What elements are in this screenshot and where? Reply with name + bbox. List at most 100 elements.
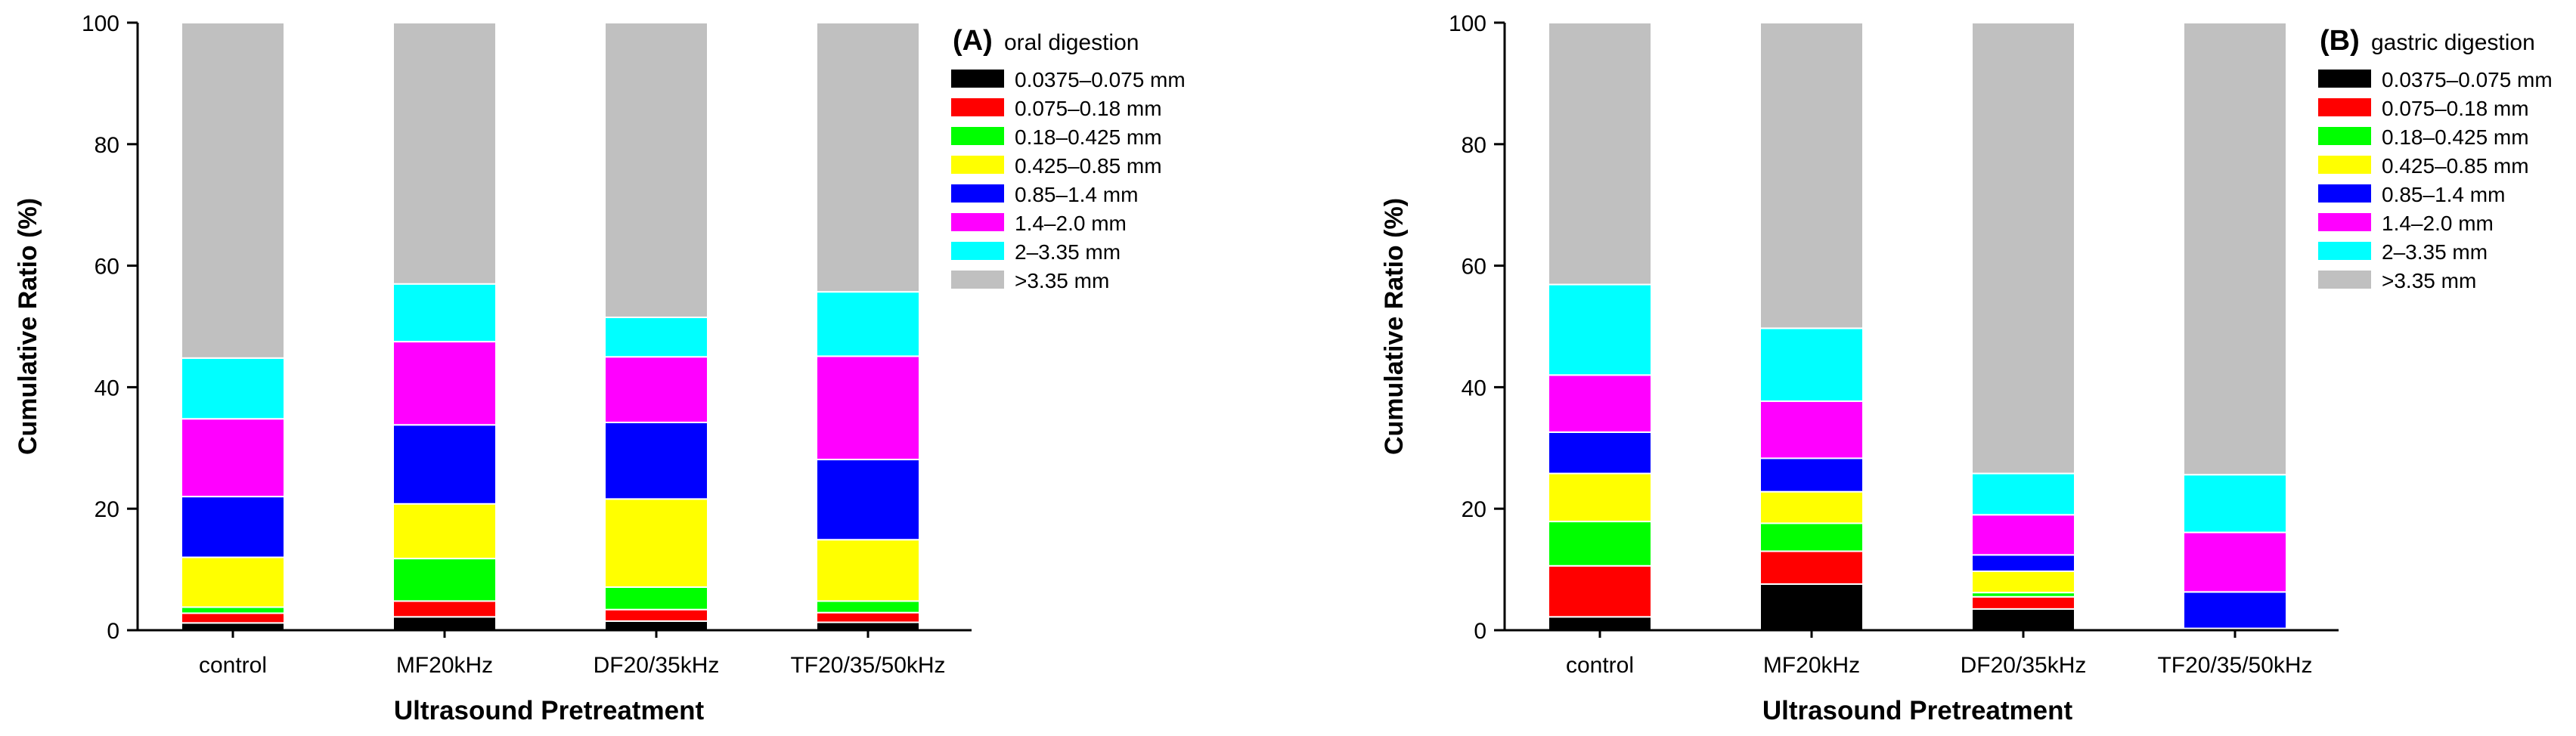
- y-tick-label: 0: [1474, 619, 1486, 644]
- bar-segment: [604, 22, 708, 318]
- y-tick-label: 80: [1462, 133, 1486, 158]
- bar-segment: [604, 422, 708, 500]
- legend-swatch: [951, 70, 1004, 88]
- bar-segment: [1759, 22, 1864, 329]
- bar-segment: [1759, 550, 1864, 585]
- x-tick-label: TF20/35/50kHz: [790, 653, 945, 678]
- bar-segment: [1759, 583, 1864, 631]
- legend-label: 1.4–2.0 mm: [2382, 212, 2494, 235]
- bar-segment: [1548, 22, 1652, 286]
- bar-segment: [1548, 521, 1652, 567]
- panel-label: (A): [953, 25, 993, 57]
- bar-segment: [1548, 283, 1652, 376]
- bar-segment: [2183, 531, 2287, 593]
- bar-segment: [392, 341, 497, 426]
- bar-segment: [816, 600, 920, 614]
- legend: 0.0375–0.075 mm 0.075–0.18 mm 0.18–0.425 m…: [951, 68, 1186, 292]
- bar-segment: [181, 612, 285, 624]
- bar-segment: [816, 291, 920, 357]
- bar-segment: [816, 621, 920, 631]
- y-tick-label: 60: [95, 255, 119, 280]
- y-tick-label: 20: [95, 497, 119, 522]
- legend-swatch: [2318, 127, 2371, 145]
- bar-segment: [1971, 571, 2075, 594]
- legend-swatch: [951, 98, 1004, 116]
- legend-label: 1.4–2.0 mm: [1015, 212, 1127, 235]
- bar-segment: [1971, 22, 2075, 475]
- legend-label: 0.18–0.425 mm: [1015, 125, 1162, 149]
- bar-segment: [392, 22, 497, 285]
- y-tick-label: 100: [82, 11, 119, 36]
- bar-segment: [2183, 474, 2287, 533]
- bar-segment: [1759, 522, 1864, 552]
- x-tick-labels: control MF20kHz DF20/35kHz TF20/35/50kHz: [199, 630, 946, 678]
- bar-segment: [1759, 457, 1864, 493]
- bar-segment: [392, 558, 497, 602]
- legend-swatch: [951, 271, 1004, 289]
- legend-swatch: [2318, 156, 2371, 174]
- x-tick-label: MF20kHz: [396, 653, 493, 678]
- x-tick-label: DF20/35kHz: [1961, 653, 2087, 678]
- chart-panel-a: 0 20 40 60 80 100 control MF20kHz DF20/35kHz TF2…: [14, 11, 1186, 725]
- legend-swatch: [951, 127, 1004, 145]
- legend-swatch: [2318, 184, 2371, 203]
- bar-segment: [604, 316, 708, 358]
- bar-segment: [1759, 490, 1864, 524]
- bar-segment: [392, 600, 497, 618]
- bar-segment: [816, 355, 920, 461]
- bar-segment: [1548, 616, 1652, 632]
- bar-segment: [1971, 472, 2075, 516]
- y-tick-label: 80: [95, 133, 119, 158]
- x-axis-title: Ultrasound Pretreatment: [1762, 696, 2073, 725]
- bar-segment: [1548, 431, 1652, 475]
- bar-segment: [816, 22, 920, 293]
- legend-swatch: [951, 184, 1004, 203]
- bar-stacks: [1548, 22, 2287, 632]
- x-tick-label: DF20/35kHz: [594, 653, 720, 678]
- bar-segment: [816, 459, 920, 541]
- bar-segment: [816, 539, 920, 602]
- x-tick-label: TF20/35/50kHz: [2157, 653, 2312, 678]
- y-ticks: 0 20 40 60 80 100: [82, 11, 138, 644]
- legend-swatch: [951, 156, 1004, 174]
- legend-label: 2–3.35 mm: [1015, 240, 1121, 264]
- legend-swatch: [2318, 271, 2371, 289]
- bar-segment: [181, 496, 285, 558]
- x-tick-label: MF20kHz: [1763, 653, 1860, 678]
- y-tick-label: 0: [107, 619, 119, 644]
- legend-label: >3.35 mm: [2382, 269, 2476, 292]
- legend-label: 0.075–0.18 mm: [1015, 97, 1162, 120]
- bar-segment: [2183, 22, 2287, 476]
- bar-segment: [1971, 554, 2075, 573]
- bar-segment: [1548, 472, 1652, 523]
- bar-segment: [816, 611, 920, 623]
- bar-segment: [1548, 374, 1652, 433]
- legend-swatch: [951, 242, 1004, 260]
- bar-segment: [181, 606, 285, 614]
- chart-title: oral digestion: [1004, 30, 1139, 55]
- bar-segment: [1759, 327, 1864, 402]
- bar-segment: [1971, 514, 2075, 556]
- bar-segment: [392, 424, 497, 505]
- bar-stacks: [181, 22, 920, 632]
- legend-label: 0.85–1.4 mm: [1015, 183, 1138, 206]
- legend-label: 0.18–0.425 mm: [2382, 125, 2529, 149]
- x-tick-label: control: [1566, 653, 1634, 678]
- bar-segment: [1759, 400, 1864, 459]
- bar-segment: [604, 498, 708, 588]
- bar-segment: [181, 556, 285, 608]
- y-tick-label: 40: [95, 376, 119, 400]
- legend-label: 0.0375–0.075 mm: [2382, 68, 2553, 91]
- legend-label: >3.35 mm: [1015, 269, 1109, 292]
- legend-swatch: [2318, 70, 2371, 88]
- legend-label: 0.0375–0.075 mm: [1015, 68, 1186, 91]
- legend-label: 2–3.35 mm: [2382, 240, 2488, 264]
- bar-segment: [1971, 595, 2075, 610]
- legend-label: 0.425–0.85 mm: [2382, 154, 2529, 178]
- bar-segment: [604, 586, 708, 611]
- y-tick-label: 60: [1462, 255, 1486, 280]
- bar-segment: [1548, 564, 1652, 618]
- bar-segment: [181, 357, 285, 420]
- bar-segment: [604, 356, 708, 424]
- legend-swatch: [2318, 98, 2371, 116]
